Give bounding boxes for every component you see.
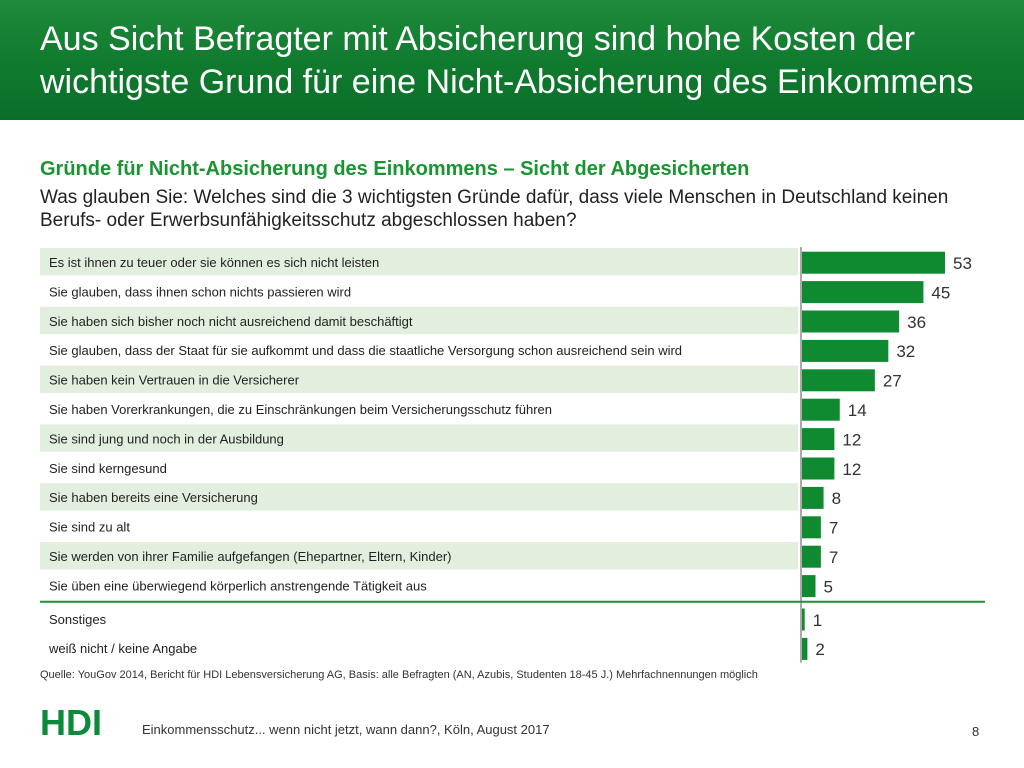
value-label: 12 (842, 460, 861, 479)
slide-title: Aus Sicht Befragter mit Absicherung sind… (40, 20, 974, 101)
category-label: Sie sind jung und noch in der Ausbildung (49, 431, 284, 446)
bar (802, 545, 821, 568)
category-label: Sie haben sich bisher noch nicht ausreic… (49, 314, 413, 329)
value-label: 1 (813, 611, 822, 630)
value-label: 32 (896, 342, 915, 361)
bar (802, 575, 816, 598)
chart-subtitle: Gründe für Nicht-Absicherung des Einkomm… (40, 158, 750, 180)
source-note: Quelle: YouGov 2014, Bericht für HDI Leb… (40, 669, 758, 681)
category-label: weiß nicht / keine Angabe (48, 641, 197, 656)
category-label: Sie glauben, dass der Staat für sie aufk… (49, 343, 682, 358)
header-banner: Aus Sicht Befragter mit Absicherung sind… (0, 0, 1024, 120)
footer-text: Einkommensschutz... wenn nicht jetzt, wa… (142, 722, 550, 737)
value-label: 8 (832, 489, 841, 508)
category-label: Sie sind zu alt (49, 520, 130, 535)
category-label: Sie haben kein Vertrauen in die Versiche… (49, 373, 300, 388)
category-label: Sie haben bereits eine Versicherung (49, 490, 258, 505)
row-stripe (40, 365, 798, 393)
bar (802, 637, 808, 660)
category-label: Sonstiges (49, 612, 107, 627)
bar (802, 457, 835, 480)
bar (802, 310, 900, 333)
bar (802, 369, 875, 392)
bar (802, 608, 805, 631)
category-label: Sie haben Vorerkrankungen, die zu Einsch… (49, 402, 552, 417)
row-stripe (40, 306, 798, 335)
bar (802, 428, 835, 451)
value-label: 5 (823, 577, 832, 596)
bar (802, 251, 945, 274)
value-label: 36 (907, 313, 926, 332)
row-stripe (40, 424, 798, 452)
bar (802, 339, 889, 362)
row-stripe (40, 483, 798, 511)
bar (802, 516, 821, 539)
bar (802, 486, 824, 509)
page-number: 8 (972, 724, 980, 739)
value-label: 2 (815, 640, 824, 659)
row-stripe (40, 542, 798, 570)
value-label: 12 (842, 430, 861, 449)
logo-text: HDI (40, 706, 102, 738)
bar (802, 281, 924, 304)
value-label: 27 (883, 372, 902, 391)
value-label: 7 (829, 519, 838, 538)
category-label: Es ist ihnen zu teuer oder sie können es… (49, 255, 379, 270)
value-label: 7 (829, 548, 838, 567)
value-label: 53 (953, 254, 972, 273)
value-label: 14 (848, 401, 867, 420)
survey-question: Was glauben Sie: Welches sind die 3 wich… (40, 187, 949, 231)
row-stripe (40, 248, 798, 276)
category-label: Sie sind kerngesund (49, 461, 167, 476)
bar (802, 398, 840, 421)
category-label: Sie glauben, dass ihnen schon nichts pas… (49, 284, 351, 299)
category-label: Sie üben eine überwiegend körperlich ans… (49, 578, 427, 593)
hdi-logo: HDI (40, 706, 102, 738)
value-label: 45 (931, 283, 950, 302)
category-label: Sie werden von ihrer Familie aufgefangen… (49, 549, 452, 564)
